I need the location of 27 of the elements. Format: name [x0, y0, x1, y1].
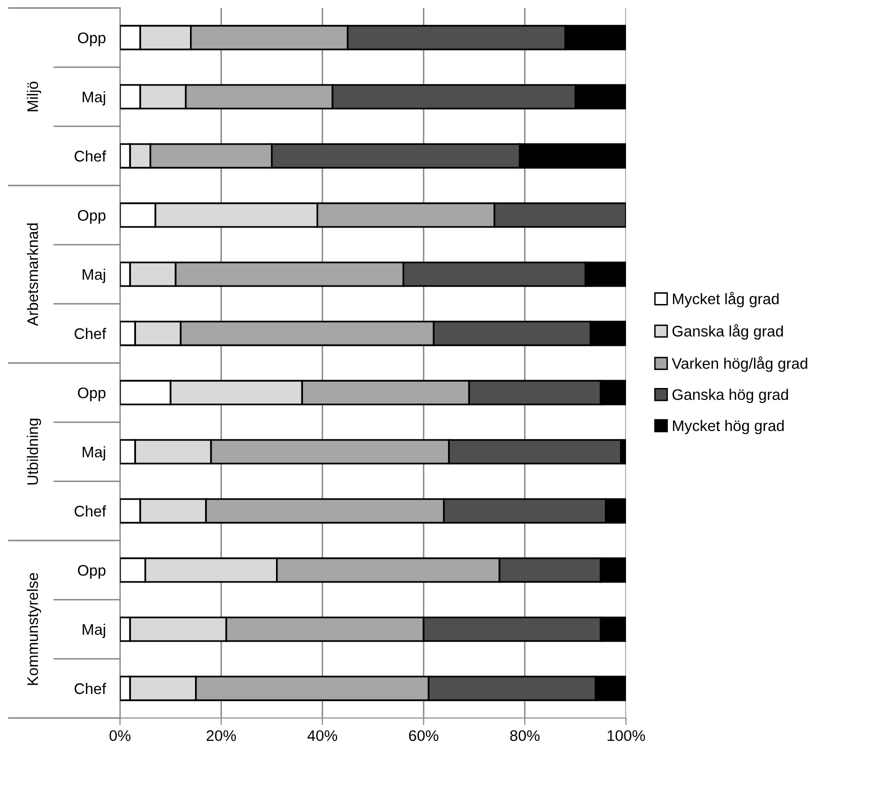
y-tick-label: Opp — [78, 387, 106, 402]
y-tick-label: Opp — [78, 32, 106, 46]
y-tick-label: Maj — [82, 91, 106, 106]
legend-label: Mycket låg grad — [672, 292, 779, 308]
y-tick-label: Opp — [78, 564, 106, 579]
y-tick-label: Chef — [74, 682, 106, 694]
legend-label: Ganska hög grad — [672, 388, 788, 404]
legend-label: Ganska låg grad — [672, 324, 783, 340]
y-tick-label: Chef — [74, 150, 106, 162]
y-tick-label: Maj — [82, 446, 106, 460]
y-tick-label: Chef — [74, 505, 106, 517]
text: Utbildning — [26, 418, 42, 485]
text: Miljö — [26, 82, 42, 112]
x-tick-label: 20% — [206, 730, 236, 742]
x-tick-label: 100% — [608, 730, 645, 742]
x-tick-label: 40% — [307, 730, 338, 742]
legend-label: Mycket hög grad — [672, 420, 784, 434]
y-tick-label: Chef — [74, 328, 106, 340]
text: Arbetsmarknad — [26, 223, 38, 326]
y-tick-label: Opp — [78, 210, 106, 224]
x-tick-label: 80% — [510, 730, 540, 742]
y-tick-label: Maj — [82, 624, 106, 638]
y-tick-label: Maj — [82, 268, 106, 283]
x-tick-label: 60% — [409, 730, 438, 742]
text: Kommunstyrelse — [26, 573, 42, 685]
legend-label: Varken hög/låg grad — [672, 356, 808, 372]
x-tick-label: 0% — [110, 730, 130, 742]
